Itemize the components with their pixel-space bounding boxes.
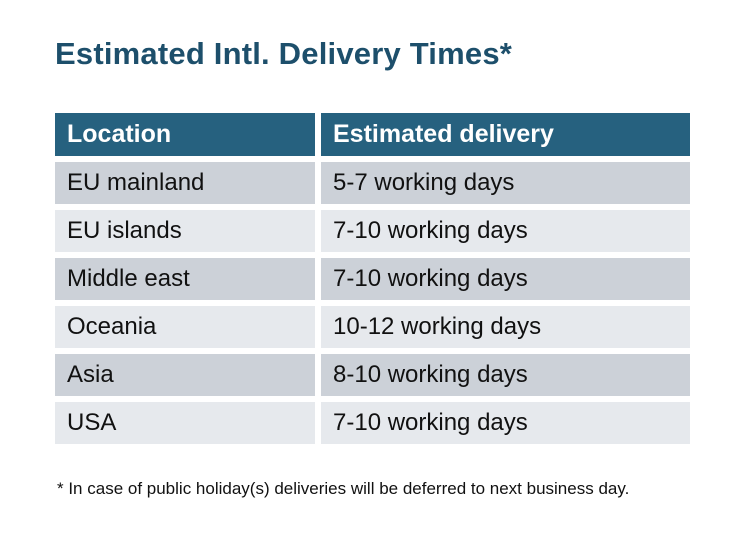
- table-cell-location: USA: [55, 402, 315, 444]
- table-cell-delivery: 10-12 working days: [321, 306, 690, 348]
- table-cell-location: Asia: [55, 354, 315, 396]
- page-title: Estimated Intl. Delivery Times*: [55, 36, 513, 71]
- footnote: * In case of public holiday(s) deliverie…: [57, 479, 630, 498]
- table-cell-delivery: 8-10 working days: [321, 354, 690, 396]
- table-cell-location: EU islands: [55, 210, 315, 252]
- table-cell-delivery: 5-7 working days: [321, 162, 690, 204]
- table-cell-delivery: 7-10 working days: [321, 402, 690, 444]
- table-cell-location: Middle east: [55, 258, 315, 300]
- column-header-location: Location: [55, 113, 315, 156]
- column-header-delivery: Estimated delivery: [321, 113, 690, 156]
- table-cell-delivery: 7-10 working days: [321, 258, 690, 300]
- delivery-table: Location Estimated delivery EU mainland 5…: [55, 113, 690, 444]
- table-cell-location: EU mainland: [55, 162, 315, 204]
- table-cell-location: Oceania: [55, 306, 315, 348]
- table-cell-delivery: 7-10 working days: [321, 210, 690, 252]
